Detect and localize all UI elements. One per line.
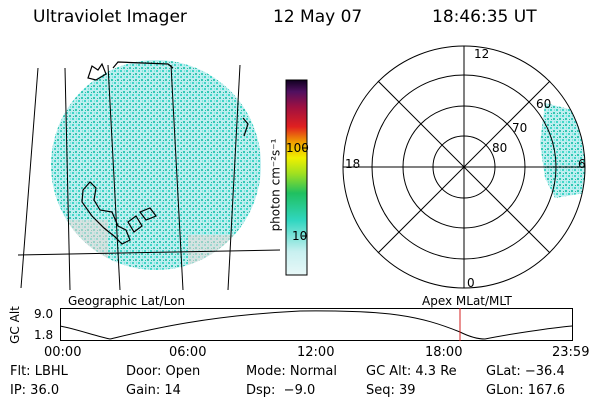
- time-label: 18:46:35 UT: [432, 7, 537, 27]
- instrument-title: Ultraviolet Imager: [33, 7, 187, 27]
- info-filter: Flt: LBHL: [10, 364, 68, 379]
- mlat-label-70: 70: [512, 121, 528, 135]
- geographic-image-panel: [18, 60, 280, 290]
- lat-lon-grid: [18, 64, 280, 290]
- altitude-curve: [60, 310, 573, 340]
- geographic-caption: Geographic Lat/Lon: [68, 294, 186, 308]
- auroral-oval-image: [540, 103, 585, 198]
- info-gain: Gain: 14: [126, 383, 181, 398]
- colorbar-tick-10: 10: [292, 229, 308, 243]
- altitude-ylabel: GC Alt: [7, 306, 22, 344]
- mlt-label-6: 6: [578, 157, 586, 171]
- info-gc-alt: GC Alt: 4.3 Re: [366, 364, 457, 379]
- info-dsp: Dsp: −9.0: [246, 383, 316, 398]
- colorbar-unit-label: photon cm⁻²s⁻¹: [268, 138, 283, 232]
- colorbar-tick-100: 100: [286, 141, 309, 155]
- info-door: Door: Open: [126, 364, 201, 379]
- info-mode: Mode: Normal: [246, 364, 337, 379]
- info-glat: GLat: −36.4: [486, 364, 565, 379]
- altitude-plot: [60, 308, 573, 341]
- polar-mlt-plot: [342, 45, 586, 289]
- altitude-xtick-0000: 00:00: [44, 345, 82, 360]
- altitude-xtick-1800: 18:00: [425, 345, 463, 360]
- mlat-label-80: 80: [492, 141, 508, 155]
- mlt-label-18: 18: [345, 157, 361, 171]
- apex-caption: Apex MLat/MLT: [422, 294, 512, 308]
- altitude-xtick-2359: 23:59: [552, 345, 590, 360]
- mlt-label-12: 12: [474, 47, 490, 61]
- info-ip: IP: 36.0: [10, 383, 60, 398]
- coastline-overlay: [81, 61, 249, 245]
- altitude-xtick-0600: 06:00: [169, 345, 207, 360]
- earth-disk-image: [51, 60, 261, 270]
- altitude-plot-frame: [60, 308, 573, 341]
- intensity-colorbar: [285, 79, 308, 276]
- info-glon: GLon: 167.6: [486, 383, 566, 398]
- altitude-ytick-high: 9.0: [34, 307, 54, 321]
- mlat-label-60: 60: [536, 97, 552, 111]
- info-seq: Seq: 39: [366, 383, 416, 398]
- date-label: 12 May 07: [273, 7, 363, 27]
- altitude-ytick-low: 1.8: [34, 328, 54, 342]
- altitude-xtick-1200: 12:00: [297, 345, 335, 360]
- mlt-label-0: 0: [467, 276, 475, 290]
